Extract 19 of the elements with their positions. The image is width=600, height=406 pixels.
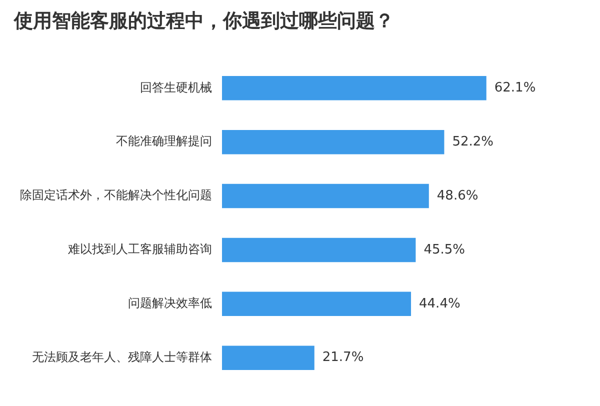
y-tick-label: 无法顾及老年人、残障人士等群体 [32, 350, 212, 364]
y-tick-label: 问题解决效率低 [128, 296, 212, 310]
bar [222, 184, 429, 208]
y-tick-label: 难以找到人工客服辅助咨询 [67, 242, 212, 256]
y-tick-label: 回答生硬机械 [140, 80, 212, 94]
data-label: 21.7% [322, 350, 364, 366]
bar [222, 238, 416, 262]
bar [222, 130, 444, 154]
data-label: 48.6% [436, 188, 478, 204]
y-tick-label: 除固定话术外，不能解决个性化问题 [20, 188, 212, 202]
bar [222, 76, 486, 100]
data-label: 45.5% [424, 242, 466, 258]
chart-title: 使用智能客服的过程中，你遇到过哪些问题？ [14, 9, 394, 34]
y-tick-label: 不能准确理解提问 [116, 134, 212, 148]
data-label: 52.2% [452, 134, 494, 150]
data-label: 44.4% [419, 296, 460, 312]
data-label: 62.1% [494, 80, 536, 96]
bar [222, 346, 314, 370]
bar [222, 292, 412, 316]
